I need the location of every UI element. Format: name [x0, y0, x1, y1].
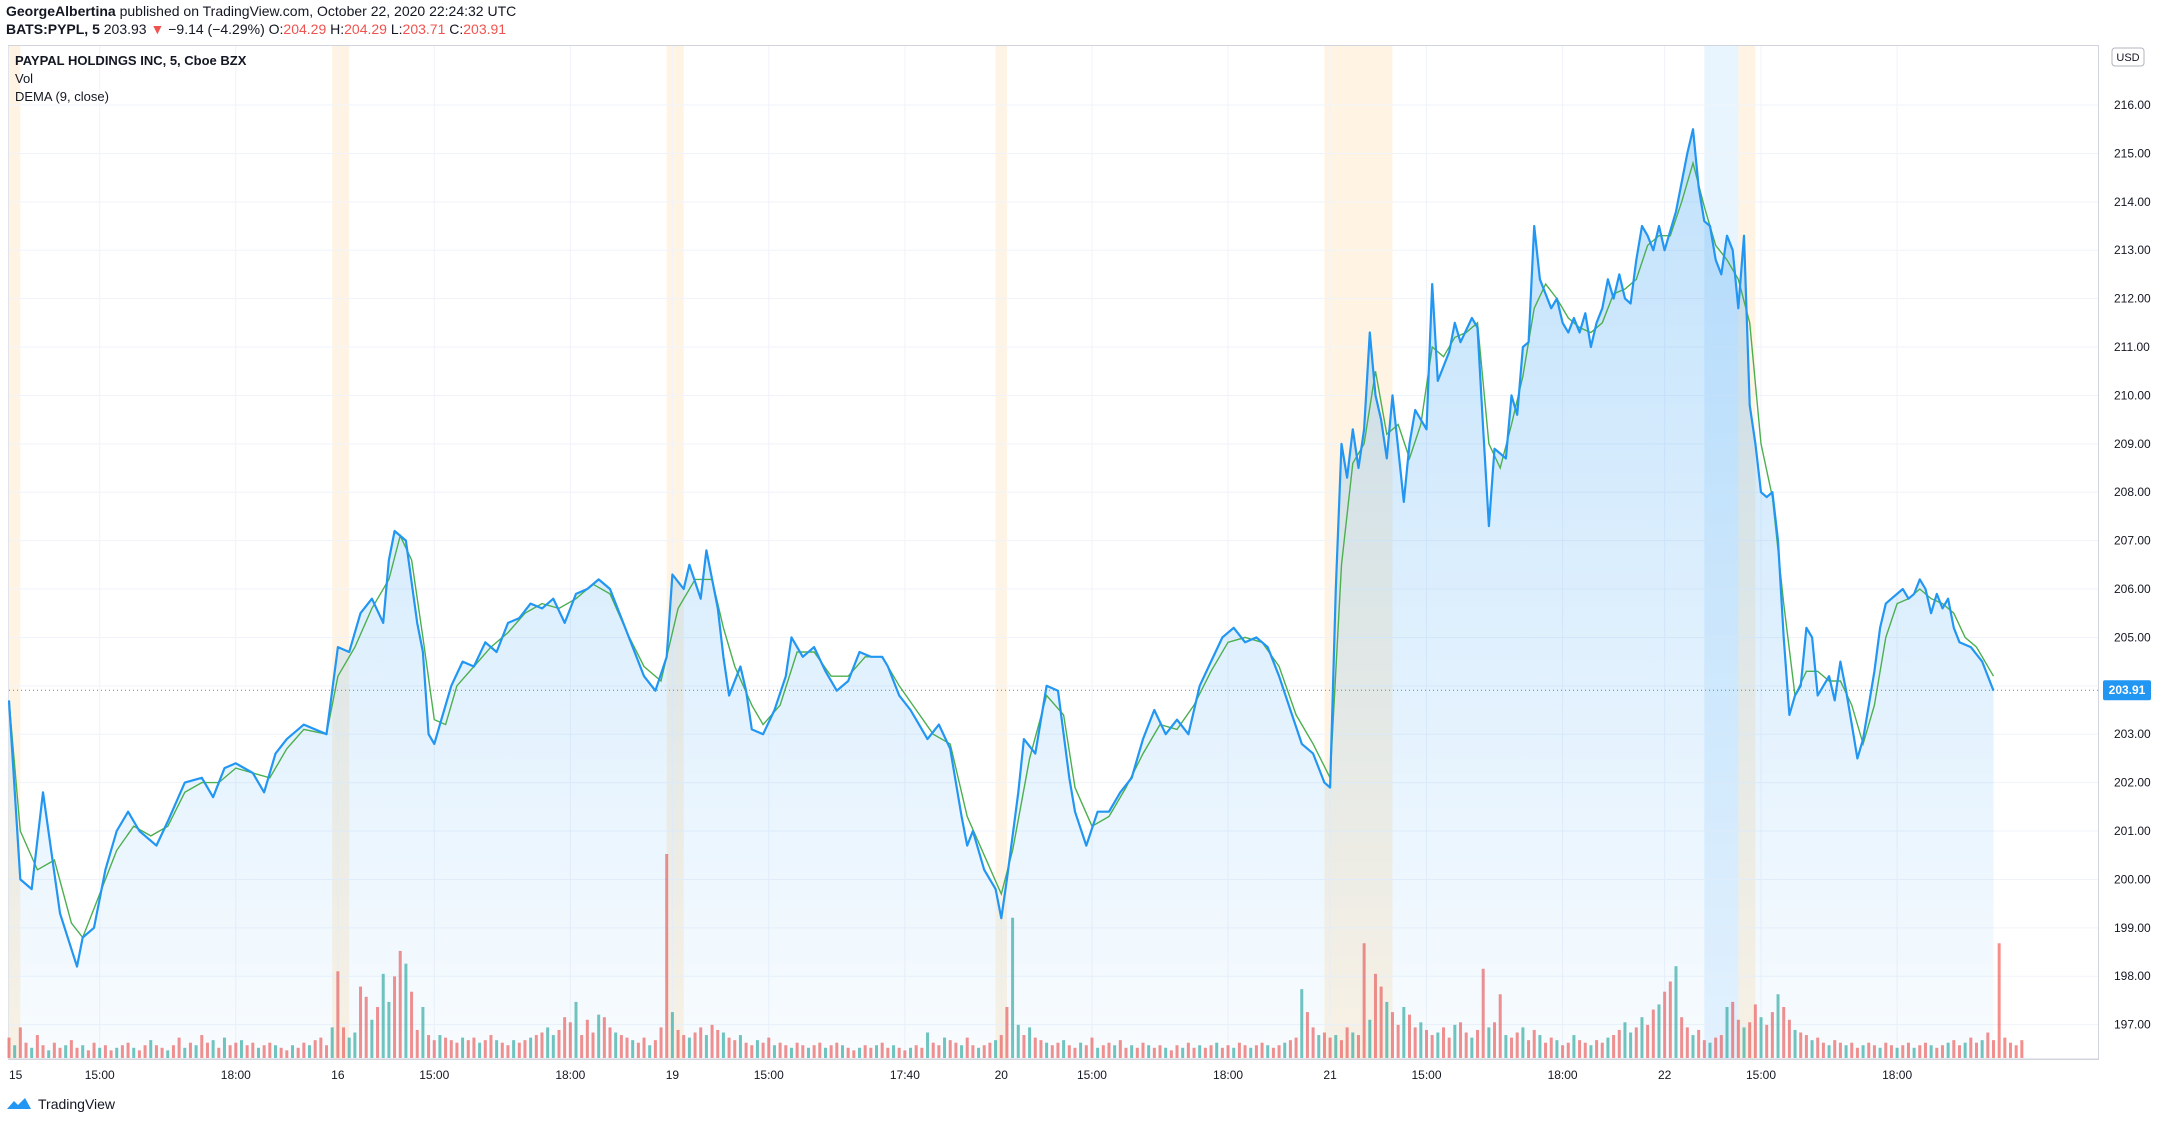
volume-bar — [2014, 1045, 2018, 1058]
close-value: 203.91 — [463, 21, 507, 37]
x-tick-label: 15:00 — [754, 1068, 784, 1082]
y-tick-label: 203.00 — [2114, 727, 2151, 741]
chart-legend: PAYPAL HOLDINGS INC, 5, Cboe BZX Vol DEM… — [15, 52, 246, 106]
y-tick-label: 207.00 — [2114, 534, 2151, 548]
x-tick-label: 22 — [1658, 1068, 1672, 1082]
volume-bar — [2020, 1040, 2024, 1058]
last-price-axis-label: 203.91 — [2109, 683, 2146, 697]
x-tick-label: 18:00 — [555, 1068, 585, 1082]
y-tick-label: 212.00 — [2114, 292, 2151, 306]
legend-volume[interactable]: Vol — [15, 71, 34, 86]
price-change: −9.14 (−4.29%) — [168, 21, 265, 37]
price-line — [7, 128, 1995, 968]
y-tick-label: 198.00 — [2114, 969, 2151, 983]
y-tick-label: 213.00 — [2114, 243, 2151, 257]
x-tick-label: 18:00 — [1213, 1068, 1243, 1082]
price-area — [9, 129, 1994, 1059]
y-tick-label: 205.00 — [2114, 630, 2151, 644]
x-tick-label: 15:00 — [1746, 1068, 1776, 1082]
publication-line: GeorgeAlbertina published on TradingView… — [6, 3, 516, 19]
last-price-badge: 203.91 — [2103, 680, 2151, 701]
x-tick-label: 15:00 — [85, 1068, 115, 1082]
low-value: 203.71 — [402, 21, 446, 37]
low-label: L: — [390, 21, 403, 37]
y-tick-label: 214.00 — [2114, 195, 2151, 209]
legend-title[interactable]: PAYPAL HOLDINGS INC, 5, Cboe BZX — [15, 53, 247, 68]
volume-bar — [2003, 1037, 2007, 1058]
currency-label: USD — [2116, 52, 2139, 64]
x-tick-label: 19 — [666, 1068, 680, 1082]
y-tick-label: 209.00 — [2114, 437, 2151, 451]
brand-label: TradingView — [38, 1096, 116, 1112]
x-tick-label: 18:00 — [1548, 1068, 1578, 1082]
y-tick-label: 202.00 — [2114, 776, 2151, 790]
price-area-fill — [9, 129, 1994, 1059]
last-price: 203.93 — [103, 21, 147, 37]
y-tick-label: 199.00 — [2114, 921, 2151, 935]
y-tick-label: 206.00 — [2114, 582, 2151, 596]
y-tick-label: 200.00 — [2114, 872, 2151, 886]
author-name[interactable]: GeorgeAlbertina — [6, 3, 116, 19]
published-text: published on TradingView.com, October 22… — [119, 3, 517, 19]
legend-dema[interactable]: DEMA (9, close) — [15, 89, 109, 104]
x-tick-label: 20 — [995, 1068, 1009, 1082]
x-tick-label: 17:40 — [890, 1068, 920, 1082]
y-tick-label: 216.00 — [2114, 98, 2151, 112]
high-value: 204.29 — [344, 21, 387, 37]
x-tick-label: 18:00 — [1882, 1068, 1912, 1082]
footer-brand[interactable]: TradingView — [6, 1096, 115, 1112]
x-tick-label: 15:00 — [1411, 1068, 1441, 1082]
symbol-label: BATS:PYPL, 5 — [6, 21, 100, 37]
session-band — [9, 46, 21, 1059]
volume-bar — [1997, 943, 2001, 1058]
x-tick-label: 16 — [331, 1068, 345, 1082]
y-tick-label: 215.00 — [2114, 146, 2151, 160]
y-tick-label: 210.00 — [2114, 388, 2151, 402]
x-tick-label: 18:00 — [221, 1068, 251, 1082]
high-label: H: — [330, 21, 345, 37]
quote-line: BATS:PYPL, 5 203.93 ▼ −9.14 (−4.29%) O:2… — [6, 21, 506, 37]
price-series-line — [7, 128, 1995, 968]
y-tick-label: 197.00 — [2114, 1018, 2151, 1032]
open-label: O: — [268, 21, 284, 37]
x-tick-label: 15:00 — [419, 1068, 449, 1082]
x-tick-label: 15:00 — [1077, 1068, 1107, 1082]
open-value: 204.29 — [283, 21, 327, 37]
y-tick-label: 208.00 — [2114, 485, 2151, 499]
currency-badge[interactable]: USD — [2111, 47, 2145, 67]
x-tick-label: 15 — [9, 1068, 23, 1082]
close-label: C: — [449, 21, 464, 37]
y-tick-label: 201.00 — [2114, 824, 2151, 838]
y-tick-label: 211.00 — [2114, 340, 2150, 354]
price-axis[interactable]: 197.00 198.00 199.00 200.00 201.00 202.00 203.… — [2114, 98, 2151, 1032]
volume-bar — [2009, 1042, 2013, 1058]
x-tick-label: 21 — [1323, 1068, 1337, 1082]
time-axis[interactable]: 15 15:00 18:00 16 15:00 18:00 19 15:00 17:40 20 15… — [9, 1058, 2098, 1082]
down-arrow-icon: ▼ — [150, 21, 165, 37]
tradingview-logo-icon — [7, 1098, 31, 1109]
